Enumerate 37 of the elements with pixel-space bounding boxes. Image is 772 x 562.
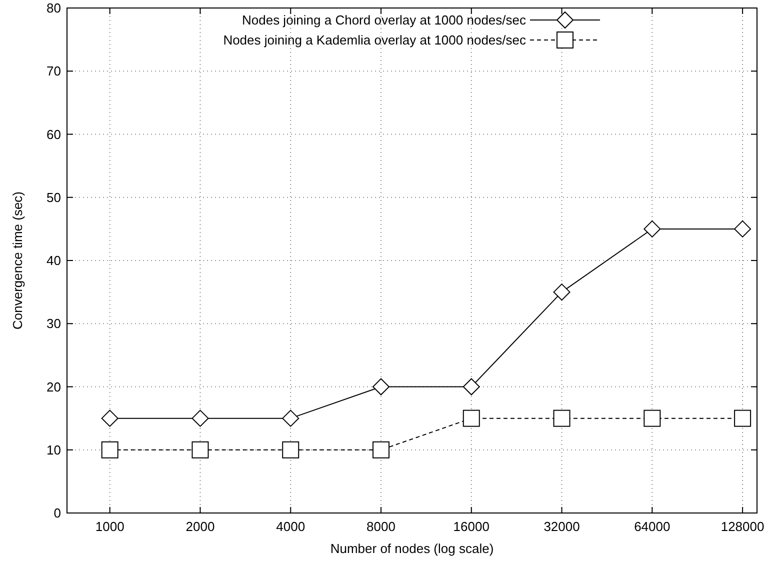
point [734,220,752,238]
y-tick-label: 30 [46,316,61,332]
x-tick-label: 32000 [544,519,580,534]
point [734,410,752,427]
point [462,410,480,427]
x-tick-label: 16000 [453,519,490,534]
legend-label: Nodes joining a Kademlia overlay at 1000 nodes/sec [223,32,526,48]
y-tick-label: 10 [46,442,61,458]
x-tick-label: 64000 [634,519,670,534]
x-tick-label: 2000 [186,519,215,534]
point [372,378,390,396]
legend-label: Nodes joining a Chord overlay at 1000 nodes/sec [242,12,526,28]
point [192,410,209,427]
y-tick-label: 0 [54,506,61,521]
point [282,410,300,427]
y-tick-label: 20 [46,379,61,394]
point [372,441,390,458]
y-tick-label: 80 [46,0,61,16]
point [644,410,661,427]
point [282,441,300,458]
point [644,220,661,238]
x-axis-title: Number of nodes (log scale) [330,541,494,556]
x-tick-label: 4000 [276,519,306,534]
y-axis-title: Convergence time (sec) [10,192,25,330]
y-tick-label: 50 [46,190,61,205]
y-tick-label: 70 [46,64,61,79]
point [553,410,570,427]
x-tick-label: 1000 [95,519,124,534]
point [553,284,570,301]
point [192,441,209,458]
y-tick-label: 40 [46,253,61,268]
x-tick-label: 8000 [366,519,396,534]
y-tick-label: 60 [46,126,61,142]
point [101,441,118,458]
x-tick-label: 128000 [720,519,764,534]
point [462,378,480,396]
point [101,410,118,427]
